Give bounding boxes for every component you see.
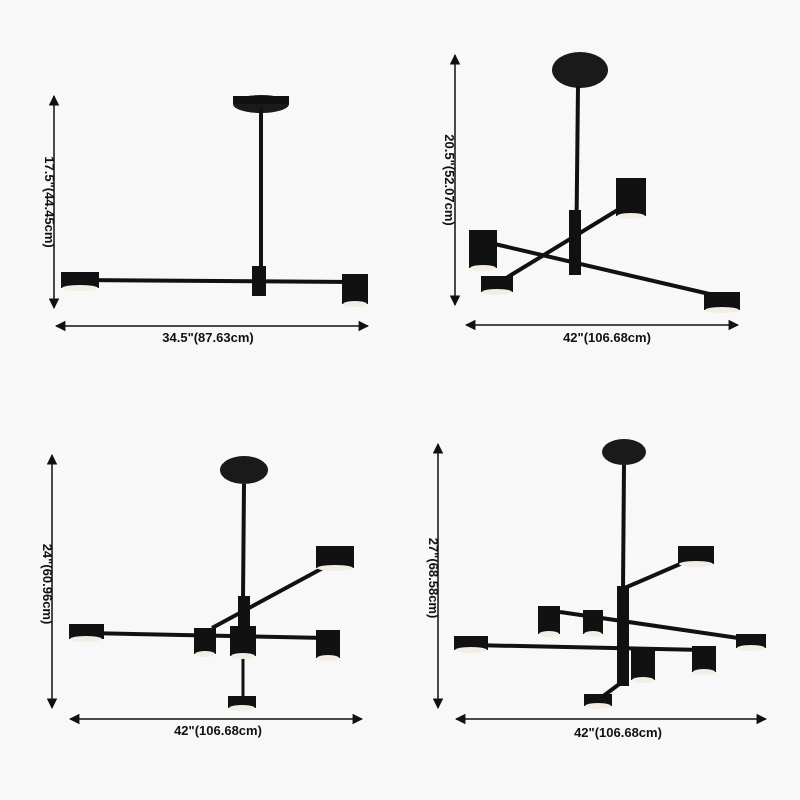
- light-shade: [704, 292, 740, 313]
- light-shade: [631, 650, 655, 683]
- product-image-6-light: 24"(60.96cm) 42"(106.68cm): [40, 453, 364, 738]
- down-rod: [621, 464, 626, 591]
- light-shade: [736, 634, 766, 651]
- chandelier: [61, 95, 368, 307]
- light-shade: [469, 230, 497, 271]
- down-rod: [241, 483, 246, 601]
- light-shade: [692, 646, 716, 675]
- ceiling-canopy: [220, 456, 268, 484]
- product-image-4-light: 20.5"(52.07cm) 42"(106.68cm): [442, 52, 740, 345]
- width-dimension-label: 42"(106.68cm): [574, 725, 662, 740]
- chandelier: [454, 439, 766, 709]
- chandelier: [69, 456, 354, 711]
- chandelier: [469, 52, 740, 313]
- center-hub: [569, 210, 581, 275]
- light-shade: [584, 694, 612, 709]
- height-dimension-label: 27"(68.58cm): [426, 538, 441, 619]
- width-dimension-label: 42"(106.68cm): [563, 330, 651, 345]
- light-shade: [61, 272, 99, 291]
- light-shade: [316, 630, 340, 661]
- light-shade: [538, 606, 560, 637]
- height-dimension-label: 17.5"(44.45cm): [42, 156, 57, 247]
- ceiling-canopy: [552, 52, 608, 88]
- ceiling-canopy: [602, 439, 646, 465]
- center-hub: [617, 586, 629, 686]
- light-shade: [228, 696, 256, 711]
- arm: [77, 278, 355, 284]
- light-shade: [194, 628, 216, 657]
- width-dimension-label: 42"(106.68cm): [174, 723, 262, 738]
- height-dimension-label: 20.5"(52.07cm): [442, 134, 457, 225]
- arm: [496, 198, 636, 285]
- light-shade: [616, 178, 646, 219]
- light-shade: [316, 546, 354, 571]
- arm: [211, 560, 335, 630]
- width-dimension-label: 34.5"(87.63cm): [162, 330, 253, 345]
- light-shade: [454, 636, 488, 653]
- product-image-3-light: 17.5"(44.45cm) 34.5"(87.63cm): [42, 94, 370, 345]
- light-shade: [481, 276, 513, 295]
- arm: [469, 643, 705, 652]
- light-shade: [230, 626, 256, 659]
- product-image-8-light: 27"(68.58cm) 42"(106.68cm): [426, 439, 768, 740]
- light-shade: [342, 274, 368, 307]
- light-shade: [69, 624, 104, 642]
- arm: [485, 240, 719, 298]
- light-shade: [583, 610, 603, 637]
- light-shade: [678, 546, 714, 567]
- height-dimension-label: 24"(60.96cm): [40, 544, 55, 625]
